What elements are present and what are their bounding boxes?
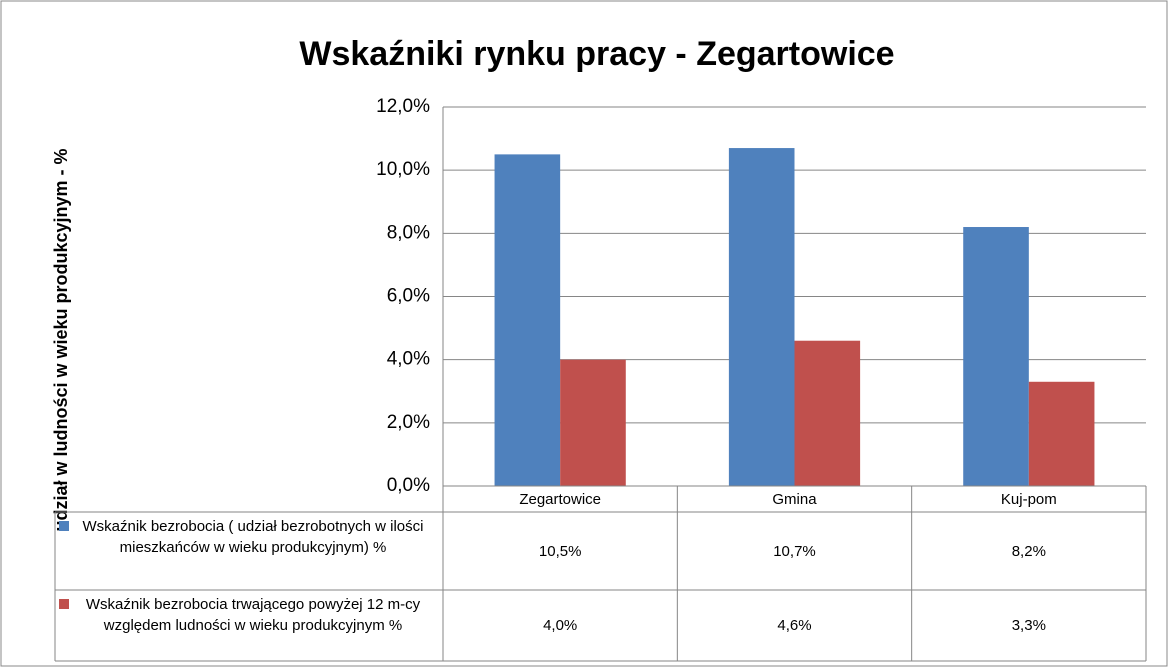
legend-entry: Wskaźnik bezrobocia trwającego powyżej 1… [55, 590, 443, 661]
bar [560, 359, 626, 486]
y-tick-label: 0,0% [387, 475, 430, 496]
data-label: 8,2% [1011, 542, 1046, 560]
legend-text: Wskaźnik bezrobocia ( udział bezrobotnyc… [82, 518, 424, 556]
bar [494, 154, 561, 486]
y-tick-label: 2,0% [387, 412, 430, 433]
data-label: 4,0% [543, 617, 578, 634]
bar [963, 227, 1029, 486]
data-label: 3,3% [1011, 617, 1046, 634]
data-label: 10,7% [773, 542, 816, 560]
chart-title: Wskaźniki rynku pracy - Zegartowice [299, 35, 894, 73]
y-tick-label: 4,0% [387, 349, 430, 370]
data-label: 10,5% [538, 542, 582, 560]
category-label: Gmina [772, 490, 817, 508]
y-tick-label: 12,0% [376, 96, 430, 117]
y-tick-label: 6,0% [387, 286, 430, 307]
legend-text: Wskaźnik bezrobocia trwającego powyżej 1… [85, 596, 421, 634]
legend-entry: Wskaźnik bezrobocia ( udział bezrobotnyc… [55, 512, 443, 590]
data-label: 4,6% [777, 617, 812, 634]
category-label: Kuj-pom [1000, 490, 1057, 508]
legend-swatch [59, 521, 69, 531]
category-label: Zegartowice [519, 490, 602, 508]
y-tick-label: 10,0% [376, 159, 430, 180]
bar [1028, 381, 1095, 486]
y-tick-label: 8,0% [387, 222, 430, 243]
y-axis-label: udział w ludności w wieku produkcyjnym -… [51, 148, 71, 531]
bar [794, 340, 861, 486]
bar [728, 148, 795, 486]
legend-swatch [59, 599, 69, 609]
